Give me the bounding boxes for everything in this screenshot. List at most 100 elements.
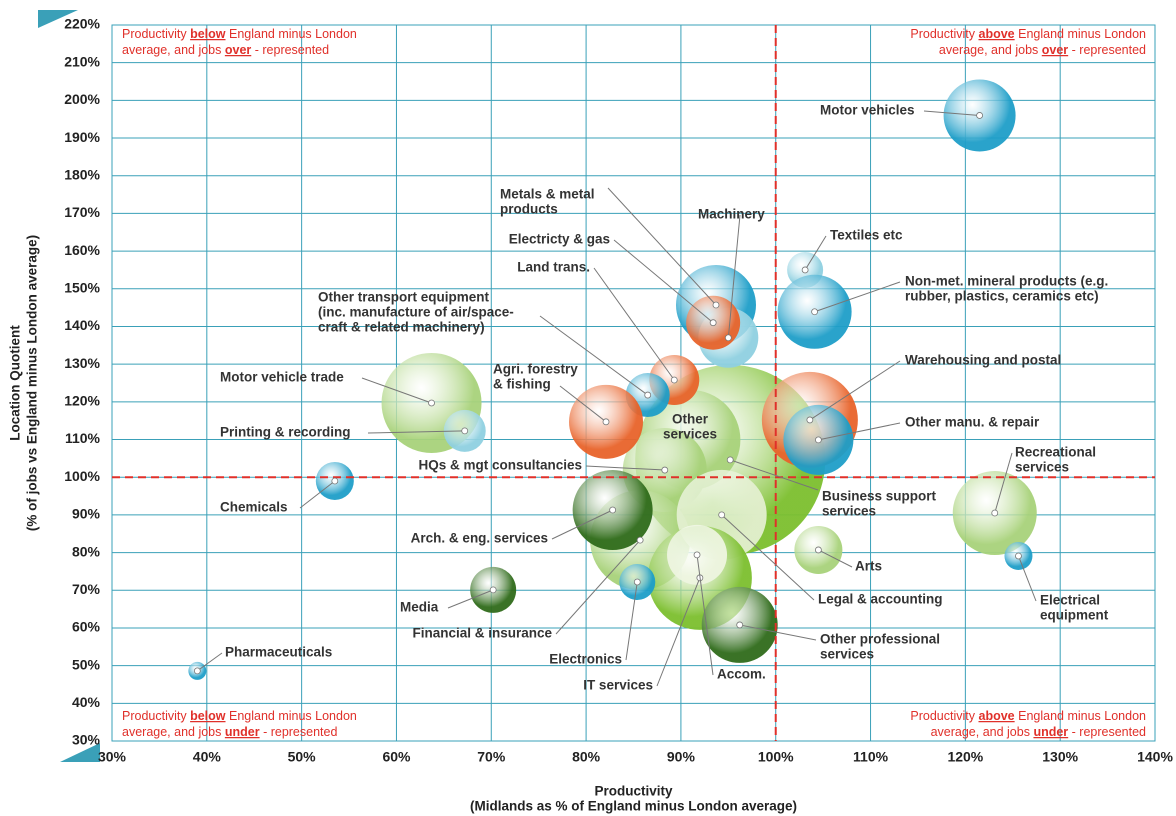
leader-line: [656, 577, 701, 687]
bubble-label: Electronics: [549, 652, 622, 667]
note-text: average, and jobs: [122, 43, 225, 57]
y-tick-label: 150%: [64, 279, 100, 295]
point-dot: [609, 506, 617, 514]
x-tick-label: 40%: [193, 749, 222, 765]
y-tick-label: 180%: [64, 166, 100, 182]
note-text: Productivity: [910, 709, 978, 723]
x-tick-label: 90%: [667, 749, 696, 765]
leader-line: [299, 480, 336, 509]
leader-line: [197, 652, 223, 672]
point-dot: [976, 112, 983, 119]
x-axis-title: (Midlands as % of England minus London a…: [470, 799, 797, 814]
bubble-label: Recreational: [1015, 445, 1096, 460]
bubble-label: Metals & metal: [500, 187, 595, 202]
y-tick-label: 130%: [64, 355, 100, 371]
leader-line: [585, 465, 665, 471]
y-tick-label: 60%: [72, 619, 101, 635]
leader-line: [447, 589, 494, 609]
bubble-label: craft & related machinery): [318, 320, 485, 335]
y-tick-label: 160%: [64, 242, 100, 258]
note-text: average, and jobs: [931, 725, 1034, 739]
bubble-label: Other: [672, 412, 709, 427]
bubble-label: Non-met. mineral products (e.g.: [905, 274, 1108, 289]
leader-line: [809, 360, 901, 421]
x-tick-label: 30%: [98, 749, 127, 765]
x-tick-label: 120%: [947, 749, 983, 765]
leader-line: [814, 281, 901, 313]
leader-line: [593, 267, 675, 381]
x-axis-title: Productivity: [594, 784, 673, 799]
leader-line: [613, 239, 714, 324]
bubble-label: services: [820, 647, 874, 662]
bubble-label: products: [500, 202, 558, 217]
y-axis-title: (% of jobs vs England minus London avera…: [25, 235, 40, 531]
bubble-label: Warehousing and postal: [905, 353, 1061, 368]
point-dot: [709, 319, 717, 327]
bubble-label: Accom.: [717, 667, 766, 682]
leader-line: [625, 581, 638, 661]
x-tick-label: 50%: [288, 749, 317, 765]
bubble-label: Legal & accounting: [818, 592, 943, 607]
bubble-label: Other transport equipment: [318, 290, 490, 305]
bubble-label: Machinery: [698, 207, 765, 222]
plot-border: [111, 24, 1156, 742]
point-dot: [814, 436, 822, 444]
bubble-label: Financial & insurance: [412, 626, 552, 641]
bubble-label: HQs & mgt consultancies: [418, 458, 582, 473]
bubble-label: & fishing: [493, 377, 551, 392]
bubble-label: Agri. forestry: [493, 362, 578, 377]
note-text: over: [1042, 43, 1069, 57]
point-dot: [718, 511, 726, 519]
y-tick-label: 210%: [64, 53, 100, 69]
bubble-label: services: [663, 427, 717, 442]
point-dot: [661, 466, 669, 474]
note-text: Productivity: [122, 27, 190, 41]
bubble-label: (inc. manufacture of air/space-: [318, 305, 514, 320]
bubble-label: services: [822, 504, 876, 519]
bubble-label: Arch. & eng. services: [411, 531, 548, 546]
y-tick-label: 220%: [64, 16, 100, 32]
leader-line: [730, 459, 819, 491]
quadrant-note: Productivity below England minus London: [122, 709, 357, 723]
y-tick-label: 30%: [72, 732, 101, 748]
bubble-label: Textiles etc: [830, 228, 903, 243]
quadrant-note: Productivity above England minus London: [910, 709, 1146, 723]
note-text: average, and jobs: [122, 725, 225, 739]
point-dot: [801, 266, 809, 274]
bubble-label: Arts: [855, 559, 882, 574]
y-tick-label: 120%: [64, 393, 100, 409]
y-tick-label: 110%: [65, 430, 101, 446]
point-dot: [991, 509, 999, 517]
x-tick-label: 130%: [1042, 749, 1078, 765]
leader-line: [804, 235, 827, 271]
x-tick-label: 80%: [572, 749, 601, 765]
point-dot: [724, 334, 732, 342]
point-dot: [644, 391, 652, 399]
bubble-label: Printing & recording: [220, 425, 351, 440]
leader-line: [539, 315, 649, 396]
bubble-label: Media: [400, 600, 439, 615]
y-tick-label: 90%: [72, 506, 101, 522]
x-tick-label: 70%: [477, 749, 506, 765]
bubble-label: Electrical: [1040, 593, 1100, 608]
y-tick-label: 190%: [64, 129, 100, 145]
point-dot: [602, 418, 610, 426]
point-dot: [633, 578, 641, 586]
leader-line: [739, 624, 817, 641]
leader-line: [361, 377, 432, 404]
y-tick-label: 140%: [64, 317, 100, 333]
bubble-label: services: [1015, 460, 1069, 475]
y-tick-label: 70%: [72, 581, 101, 597]
x-tick-label: 100%: [758, 749, 794, 765]
leader-line: [818, 422, 901, 441]
y-tick-label: 200%: [64, 91, 100, 107]
y-tick-label: 40%: [72, 694, 101, 710]
leader-line: [818, 549, 853, 568]
y-tick-label: 100%: [64, 468, 100, 484]
bubble-label: Pharmaceuticals: [225, 645, 332, 660]
leader-line: [923, 110, 980, 116]
point-dot: [331, 477, 339, 485]
leader-line: [727, 214, 741, 338]
note-text: above: [979, 27, 1015, 41]
leader-line: [1017, 555, 1037, 602]
